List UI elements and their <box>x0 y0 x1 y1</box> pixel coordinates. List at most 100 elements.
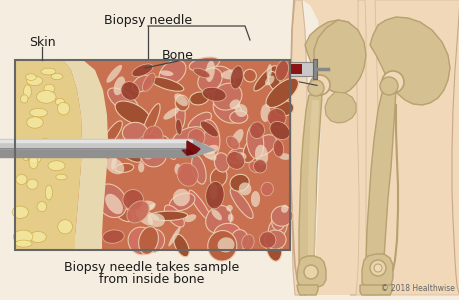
Ellipse shape <box>189 92 208 105</box>
Ellipse shape <box>230 66 243 89</box>
Ellipse shape <box>28 155 41 163</box>
Ellipse shape <box>273 140 283 157</box>
Ellipse shape <box>253 66 276 91</box>
Ellipse shape <box>249 122 264 139</box>
Polygon shape <box>308 100 318 255</box>
Ellipse shape <box>254 145 268 165</box>
Ellipse shape <box>230 230 246 243</box>
Ellipse shape <box>141 144 156 159</box>
Ellipse shape <box>266 64 271 79</box>
Circle shape <box>309 75 329 95</box>
Ellipse shape <box>235 104 247 117</box>
Circle shape <box>308 80 323 96</box>
Ellipse shape <box>112 142 141 162</box>
Ellipse shape <box>20 95 28 103</box>
Ellipse shape <box>140 144 166 167</box>
Ellipse shape <box>15 240 32 247</box>
Polygon shape <box>349 0 459 295</box>
Ellipse shape <box>138 201 155 211</box>
Ellipse shape <box>115 208 134 222</box>
Ellipse shape <box>230 188 252 218</box>
Ellipse shape <box>41 68 56 75</box>
Ellipse shape <box>226 136 239 149</box>
Ellipse shape <box>267 109 285 127</box>
Circle shape <box>381 71 403 93</box>
Ellipse shape <box>275 60 288 81</box>
Ellipse shape <box>44 84 55 93</box>
Ellipse shape <box>22 147 29 161</box>
Ellipse shape <box>174 164 181 175</box>
Ellipse shape <box>213 98 242 123</box>
Ellipse shape <box>198 120 219 158</box>
Ellipse shape <box>102 230 124 243</box>
Ellipse shape <box>242 138 258 163</box>
Ellipse shape <box>200 143 216 161</box>
Text: © 2018 Healthwise: © 2018 Healthwise <box>381 284 454 293</box>
Circle shape <box>303 265 317 279</box>
Ellipse shape <box>168 227 180 247</box>
Ellipse shape <box>12 206 28 218</box>
Polygon shape <box>298 95 321 280</box>
Ellipse shape <box>202 87 226 101</box>
Ellipse shape <box>177 129 199 155</box>
Bar <box>285 62 313 76</box>
Ellipse shape <box>260 104 270 122</box>
Ellipse shape <box>13 230 33 243</box>
Ellipse shape <box>173 189 190 206</box>
Ellipse shape <box>105 194 123 214</box>
Ellipse shape <box>132 75 152 92</box>
Ellipse shape <box>105 158 124 174</box>
Ellipse shape <box>246 125 263 159</box>
Bar <box>15 60 289 250</box>
Ellipse shape <box>174 93 188 106</box>
Ellipse shape <box>138 162 144 172</box>
Polygon shape <box>359 285 391 295</box>
Polygon shape <box>325 92 355 123</box>
Polygon shape <box>182 150 194 155</box>
Ellipse shape <box>27 179 38 189</box>
Ellipse shape <box>142 73 155 91</box>
Ellipse shape <box>164 205 184 227</box>
Ellipse shape <box>230 174 249 191</box>
Ellipse shape <box>241 234 254 250</box>
Polygon shape <box>63 60 108 250</box>
Ellipse shape <box>95 184 127 218</box>
Ellipse shape <box>268 217 286 239</box>
Ellipse shape <box>163 108 179 120</box>
Ellipse shape <box>253 160 266 173</box>
Ellipse shape <box>189 190 210 220</box>
Ellipse shape <box>138 134 157 146</box>
Ellipse shape <box>115 101 150 125</box>
Ellipse shape <box>177 163 198 186</box>
Ellipse shape <box>139 203 155 216</box>
Ellipse shape <box>41 138 49 144</box>
Ellipse shape <box>191 155 206 184</box>
Ellipse shape <box>238 182 251 195</box>
Ellipse shape <box>205 60 214 82</box>
Ellipse shape <box>16 174 27 184</box>
Polygon shape <box>15 60 82 250</box>
Ellipse shape <box>248 162 261 173</box>
Ellipse shape <box>57 220 73 234</box>
Ellipse shape <box>27 76 43 86</box>
Ellipse shape <box>172 127 204 147</box>
Ellipse shape <box>148 211 187 220</box>
Polygon shape <box>297 285 317 295</box>
Ellipse shape <box>57 102 70 115</box>
Polygon shape <box>361 254 392 290</box>
Ellipse shape <box>137 134 162 159</box>
Ellipse shape <box>150 77 184 91</box>
Ellipse shape <box>265 231 281 261</box>
Ellipse shape <box>146 136 163 146</box>
Ellipse shape <box>271 208 286 230</box>
Polygon shape <box>291 0 306 295</box>
Ellipse shape <box>214 223 240 242</box>
Ellipse shape <box>45 185 52 200</box>
Ellipse shape <box>26 74 36 80</box>
Ellipse shape <box>204 145 218 154</box>
Ellipse shape <box>115 164 134 172</box>
Ellipse shape <box>193 68 209 78</box>
Ellipse shape <box>221 69 243 80</box>
Ellipse shape <box>228 148 247 163</box>
Ellipse shape <box>264 230 285 249</box>
